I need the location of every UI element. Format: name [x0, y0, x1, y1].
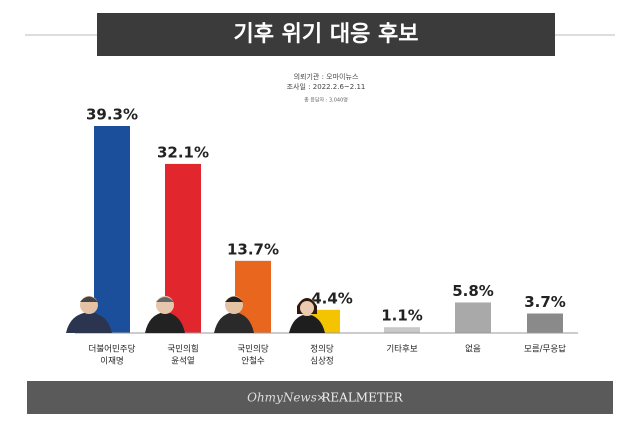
source: REALMETER: [321, 391, 403, 405]
subtitle: 조사일 : 2022.2.6~2.11: [287, 82, 366, 91]
x-tick-label: 이재명: [100, 356, 123, 367]
bar: [455, 302, 491, 333]
chart-title: 기후 위기 대응 후보: [234, 22, 419, 47]
value-label: 1.1%: [381, 307, 423, 325]
subtitle: 총 응답자 : 3,040명: [304, 97, 348, 104]
x-tick-label: 안철수: [241, 356, 265, 367]
x-tick-label: 정의당: [310, 344, 334, 355]
title-bar: [97, 13, 555, 56]
bar: [384, 327, 420, 333]
photo: [145, 296, 185, 333]
bar: [94, 126, 130, 333]
x-tick-label: 더불어민주당: [89, 344, 136, 355]
source: OhmyNews: [247, 391, 317, 405]
subtitle: 의뢰기관 : 오마이뉴스: [294, 72, 359, 81]
x-tick-label: 없음: [465, 345, 481, 355]
x-tick-label: 모름/무응답: [524, 344, 566, 355]
value-label: 32.1%: [157, 143, 209, 161]
photo: [289, 298, 325, 333]
source: ×: [316, 391, 325, 404]
x-tick-label: 윤석열: [171, 356, 195, 367]
value-label: 5.8%: [452, 282, 494, 300]
candidate-photos: [66, 296, 325, 333]
value-label: 3.7%: [524, 293, 566, 311]
x-tick-label: 심상정: [310, 356, 333, 367]
value-label: 39.3%: [86, 106, 138, 124]
value-label: 13.7%: [227, 240, 279, 258]
x-tick-label: 국민의힘: [167, 344, 198, 355]
x-tick-label: 기타후보: [386, 345, 417, 355]
bar: [527, 313, 563, 333]
value-label: 4.4%: [311, 289, 353, 307]
photo: [66, 296, 112, 333]
footer-bar: [27, 381, 613, 414]
x-tick-label: 국민의당: [237, 344, 268, 355]
photo: [214, 296, 254, 333]
